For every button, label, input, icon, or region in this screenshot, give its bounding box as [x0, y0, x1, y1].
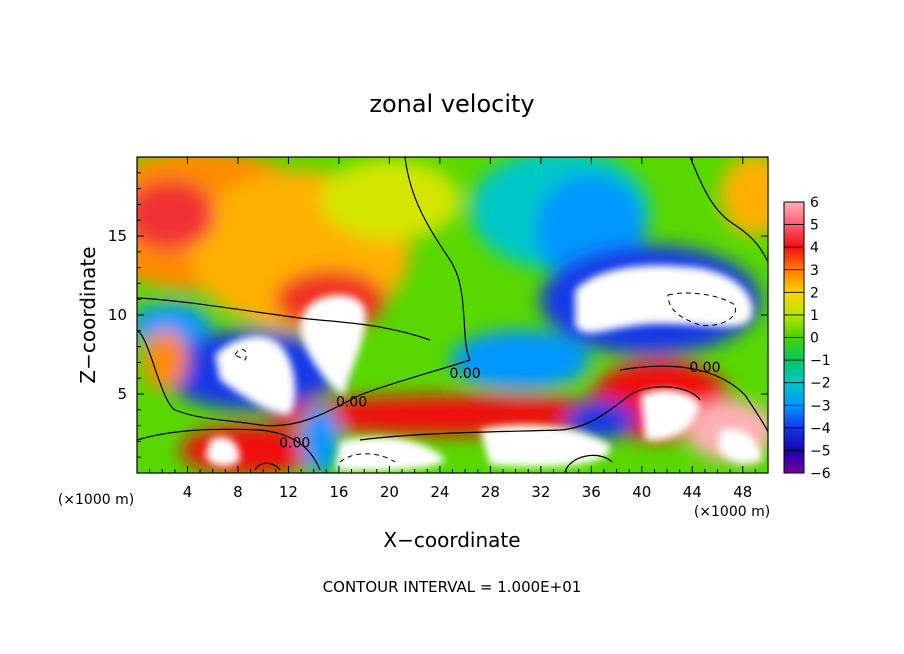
- contour-interval-note: CONTOUR INTERVAL = 1.000E+01: [323, 578, 582, 596]
- y-axis-label: Z−coordinate: [76, 246, 100, 383]
- colorbar-tick-label: −4: [810, 421, 831, 437]
- x-tick-label: 20: [380, 483, 399, 501]
- colorbar-tick-label: 1: [810, 308, 819, 324]
- contour-label: 0.00: [689, 360, 720, 376]
- chart-title: zonal velocity: [369, 90, 534, 118]
- contour-label: 0.00: [336, 395, 367, 411]
- x-tick-label: 12: [279, 483, 298, 501]
- x-tick-label: 4: [183, 483, 193, 501]
- x-tick-label: 16: [329, 483, 348, 501]
- colorbar-tick-label: 6: [810, 195, 819, 211]
- colorbar-tick-label: 2: [810, 285, 819, 301]
- colorbar-tick-label: −5: [810, 443, 831, 459]
- colorbar-tick-label: 0: [810, 331, 819, 347]
- contour-label: 0.00: [450, 366, 481, 382]
- x-axis-label: X−coordinate: [383, 528, 520, 552]
- contour-labels: 0.00 0.00 0.00 0.00: [279, 360, 720, 452]
- y-tick-label: 10: [108, 306, 127, 324]
- x-tick-label: 8: [233, 483, 243, 501]
- y-axis-ticks: 5 10 15: [108, 172, 768, 458]
- x-tick-label: 32: [531, 483, 550, 501]
- x-tick-label: 44: [683, 483, 702, 501]
- colorbar-tick-label: 4: [810, 240, 819, 256]
- x-tick-label: 24: [430, 483, 449, 501]
- y-tick-label: 15: [108, 227, 127, 245]
- y-tick-label: 5: [117, 385, 127, 403]
- colorbar-tick-label: −3: [810, 398, 831, 414]
- x-unit-label: (×1000 m): [694, 504, 770, 520]
- colorbar-tick-label: −6: [810, 466, 831, 482]
- colorbar-tick-label: 5: [810, 218, 819, 234]
- x-axis-ticks: 4 8 12 16 20 24 28 32 36 40 44 48: [149, 157, 756, 501]
- y-unit-label: (×1000 m): [58, 492, 134, 508]
- contour-label: 0.00: [279, 436, 310, 452]
- colorbar-tick-label: 3: [810, 263, 819, 279]
- x-tick-label: 36: [582, 483, 601, 501]
- velocity-field: [137, 157, 768, 473]
- x-tick-label: 40: [632, 483, 651, 501]
- x-tick-label: 28: [481, 483, 500, 501]
- colorbar-tick-label: −1: [810, 353, 831, 369]
- colorbar-tick-label: −2: [810, 376, 831, 392]
- colorbar-ticks: 6 5 4 3 2 1 0 −1 −2 −3 −4 −5 −6: [784, 195, 831, 482]
- x-tick-label: 48: [733, 483, 752, 501]
